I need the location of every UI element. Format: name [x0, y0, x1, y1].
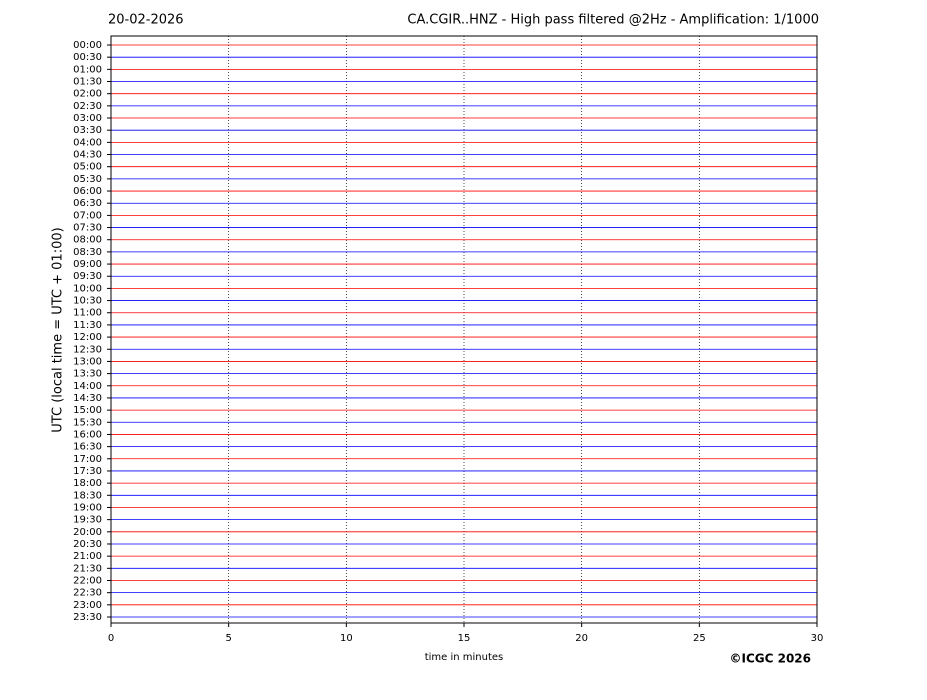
y-tick-label: 21:30 [73, 563, 102, 574]
y-tick-label: 00:00 [73, 40, 102, 51]
y-tick-label: 02:30 [73, 101, 102, 112]
y-tick-label: 18:30 [73, 490, 102, 501]
plot-frame [110, 35, 818, 624]
y-tick-label: 12:30 [73, 344, 102, 355]
y-tick-label: 13:00 [73, 356, 102, 367]
y-tick-label: 08:30 [73, 247, 102, 258]
y-tick-label: 13:30 [73, 369, 102, 380]
y-tick-label: 10:30 [73, 296, 102, 307]
x-tick-label: 30 [811, 633, 824, 644]
y-tick-label: 00:30 [73, 52, 102, 63]
y-tick-label: 20:30 [73, 539, 102, 550]
y-tick-label: 05:00 [73, 162, 102, 173]
y-tick-label: 08:00 [73, 235, 102, 246]
y-tick-label: 20:00 [73, 527, 102, 538]
y-tick-label: 19:30 [73, 515, 102, 526]
y-tick-label: 07:00 [73, 210, 102, 221]
x-tick-label: 10 [340, 633, 353, 644]
y-tick-label: 14:30 [73, 393, 102, 404]
y-tick-label: 21:00 [73, 551, 102, 562]
y-tick-label: 17:30 [73, 466, 102, 477]
y-tick-label: 04:00 [73, 137, 102, 148]
y-tick-label: 10:00 [73, 283, 102, 294]
y-tick-label: 17:00 [73, 454, 102, 465]
y-tick-label: 23:00 [73, 600, 102, 611]
date-label: 20-02-2026 [108, 13, 184, 28]
y-tick-label: 09:30 [73, 271, 102, 282]
y-tick-label: 16:30 [73, 442, 102, 453]
y-tick-label: 19:00 [73, 502, 102, 513]
y-tick-label: 15:30 [73, 417, 102, 428]
y-tick-label: 23:30 [73, 612, 102, 623]
chart-title: CA.CGIR..HNZ - High pass filtered @2Hz -… [407, 13, 819, 28]
y-tick-label: 11:00 [73, 308, 102, 319]
y-tick-label: 09:00 [73, 259, 102, 270]
y-tick-label: 04:30 [73, 150, 102, 161]
y-tick-label: 16:00 [73, 429, 102, 440]
y-tick-label: 14:00 [73, 381, 102, 392]
y-tick-label: 03:00 [73, 113, 102, 124]
x-tick-label: 5 [225, 633, 231, 644]
y-tick-label: 11:30 [73, 320, 102, 331]
y-tick-label: 22:00 [73, 575, 102, 586]
y-tick-label: 18:00 [73, 478, 102, 489]
y-tick-label: 06:30 [73, 198, 102, 209]
y-tick-label: 01:30 [73, 77, 102, 88]
y-tick-label: 22:30 [73, 588, 102, 599]
y-tick-label: 03:30 [73, 125, 102, 136]
y-tick-label: 07:30 [73, 223, 102, 234]
x-tick-label: 20 [575, 633, 588, 644]
x-tick-label: 0 [108, 633, 114, 644]
x-tick-label: 25 [693, 633, 706, 644]
y-tick-label: 12:00 [73, 332, 102, 343]
y-tick-label: 02:00 [73, 89, 102, 100]
copyright: ©ICGC 2026 [729, 652, 811, 666]
x-axis-label: time in minutes [425, 652, 504, 663]
y-tick-label: 15:00 [73, 405, 102, 416]
y-axis-label: UTC (local time = UTC + 01:00) [51, 227, 66, 432]
y-tick-label: 05:30 [73, 174, 102, 185]
y-tick-label: 01:00 [73, 64, 102, 75]
x-tick-label: 15 [458, 633, 471, 644]
y-tick-label: 06:00 [73, 186, 102, 197]
